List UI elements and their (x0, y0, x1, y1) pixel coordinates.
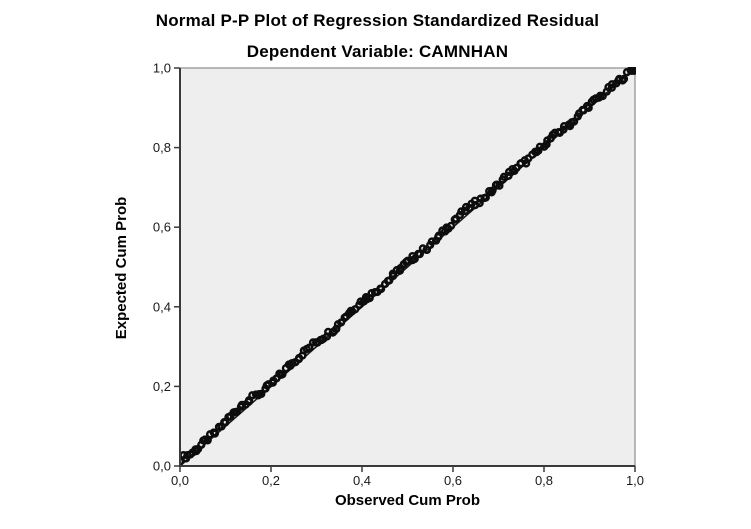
x-tick-label: 1,0 (626, 473, 644, 488)
x-tick-label: 0,8 (535, 473, 553, 488)
x-axis-title: Observed Cum Prob (334, 492, 481, 509)
x-tick-label: 0,4 (353, 473, 371, 488)
x-tick-label: 0,2 (262, 473, 280, 488)
y-tick-label: 0,4 (153, 299, 171, 314)
chart-title: Normal P-P Plot of Regression Standardiz… (155, 11, 600, 30)
y-tick-label: 0,6 (153, 220, 171, 235)
data-points (179, 67, 636, 466)
y-tick-label: 0,2 (153, 379, 171, 394)
x-tick-label: 0,6 (444, 473, 462, 488)
x-tick-label: 0,0 (171, 473, 189, 488)
y-tick-label: 0,8 (153, 140, 171, 155)
y-tick-label: 1,0 (153, 61, 171, 76)
y-tick-label: 0,0 (153, 459, 171, 474)
chart-subtitle: Dependent Variable: CAMNHAN (246, 42, 509, 61)
